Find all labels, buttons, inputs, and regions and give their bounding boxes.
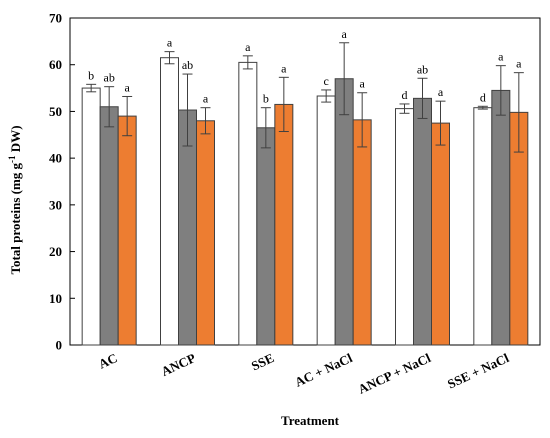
plot-frame	[69, 17, 541, 346]
significance-letter: ab	[417, 62, 428, 76]
y-tick-label: 0	[56, 338, 63, 353]
x-category-label: AC	[96, 350, 119, 372]
x-category-label: SSE	[249, 350, 276, 373]
significance-letter: a	[438, 85, 444, 99]
significance-letter: a	[281, 61, 287, 75]
bar	[117, 115, 137, 346]
bar	[256, 127, 276, 346]
bar	[99, 106, 119, 346]
bar	[238, 61, 258, 346]
bar	[81, 87, 101, 346]
y-tick-label: 70	[49, 11, 62, 26]
bar	[491, 89, 511, 346]
bar	[316, 95, 336, 346]
significance-letter: d	[480, 90, 486, 104]
y-axis-title-superscript: -1	[7, 155, 17, 163]
y-tick-label: 30	[49, 197, 62, 212]
y-tick-label: 40	[49, 151, 62, 166]
significance-letter: a	[498, 50, 504, 64]
y-tick-label: 10	[49, 291, 62, 306]
significance-letter: b	[88, 68, 94, 82]
bar	[431, 122, 450, 346]
y-axis-title-main: Total proteins (mg g	[8, 162, 23, 274]
y-tick-label: 60	[49, 57, 62, 72]
significance-letter: a	[360, 77, 366, 91]
significance-letter: d	[402, 88, 408, 102]
bar	[395, 108, 414, 346]
bar	[413, 97, 432, 346]
y-axis-title: Total proteins (mg g-1 DW)	[7, 125, 23, 274]
significance-letter: a	[516, 57, 522, 71]
significance-letter: a	[203, 92, 209, 106]
bar	[352, 119, 372, 346]
x-category-label: ANCP	[159, 350, 198, 379]
significance-letter: ab	[104, 71, 115, 85]
x-category-label: AC + NaCl	[292, 350, 354, 390]
y-tick-label: 50	[49, 104, 62, 119]
y-axis-title-suffix: DW)	[8, 125, 23, 155]
x-category-label: SSE + NaCl	[445, 350, 511, 392]
significance-letter: a	[342, 27, 348, 41]
x-axis-title: Treatment	[281, 413, 340, 428]
x-category-label: ANCP + NaCl	[356, 350, 434, 397]
bar	[160, 57, 179, 346]
significance-letter: c	[324, 74, 329, 88]
bar	[334, 78, 354, 346]
significance-letter: b	[263, 92, 269, 106]
bar	[473, 107, 493, 346]
bar	[196, 120, 215, 346]
bar	[274, 103, 294, 346]
significance-letter: a	[125, 80, 131, 94]
significance-letter: a	[167, 36, 173, 50]
significance-letter: a	[245, 40, 251, 54]
y-tick-label: 20	[49, 244, 62, 259]
significance-letter: ab	[182, 58, 193, 72]
